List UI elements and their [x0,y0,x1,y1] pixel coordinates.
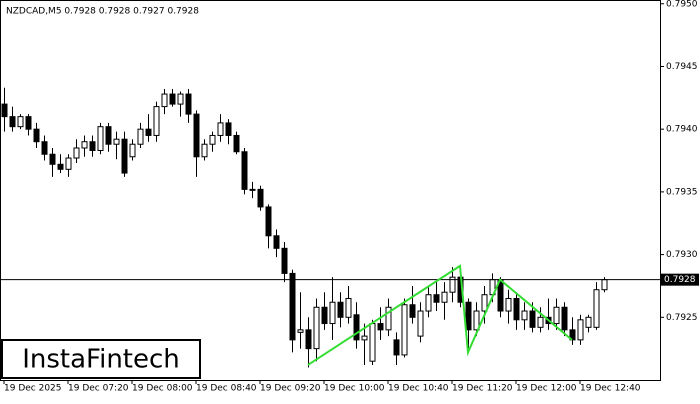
candle-body [561,306,568,331]
candle-body [289,272,296,341]
current-price-label: 0.7928 [664,275,696,285]
candle-body [417,310,424,337]
candle-body [377,323,384,331]
candle-body [201,143,208,158]
candle-body [89,141,96,151]
logo-box [1,339,201,379]
candle-body [273,235,280,249]
y-tick-label: 0.7930 [666,250,698,260]
candle-body [25,116,32,130]
candle-body [1,103,8,118]
marks [1,87,608,368]
y-tick-label: 0.7945 [666,62,698,72]
candle-body [369,323,376,362]
x-tick-label: 19 Dec 08:40 [196,384,257,394]
y-tick-label: 0.7935 [666,187,698,197]
candle-body [345,297,352,318]
candle-body [49,153,56,165]
y-tick-label: 0.7925 [666,313,698,323]
candle-body [473,310,480,331]
candle-body [425,294,432,312]
y-tick-label: 0.7950 [666,0,698,9]
x-tick-label: 19 Dec 12:40 [580,384,641,394]
candle-body [81,141,88,149]
candle-body [129,143,136,158]
candle-body [65,157,72,170]
candle-body [17,116,24,128]
candle-body [225,122,232,136]
candle-body [393,339,400,356]
candle-body [361,335,368,341]
candle-body [537,316,544,328]
candle-body [177,93,184,105]
current-price-box [661,273,699,286]
candle-body [337,301,344,318]
candle-body [297,329,304,333]
candle-body [233,134,240,153]
candle-body [385,306,392,331]
candle-body [57,163,64,170]
candle-body [193,113,200,158]
candle-body [601,279,608,291]
candle-body [113,138,120,145]
logo: InstaFintech [22,345,180,375]
candle-body [481,294,488,312]
candle-body [281,247,288,274]
candle-body [73,147,80,159]
candle-body [401,304,408,356]
x-tick-label: 19 Dec 08:00 [132,384,193,394]
candle-body [433,294,440,303]
candle-body [521,310,528,321]
candle-body [529,310,536,328]
candle-body [249,188,256,191]
candle-body [329,301,336,325]
candle-body [257,188,264,208]
x-tick-label: 19 Dec 11:20 [452,384,513,394]
candle-body [513,297,520,321]
candle-body [145,128,152,136]
x-tick-label: 19 Dec 07:20 [68,384,129,394]
y-tick-label: 0.7940 [666,125,698,135]
candle-body [105,126,112,145]
candle-body [465,301,472,331]
candle-body [321,306,328,325]
candle-body [185,93,192,115]
candle-body [409,304,416,318]
x-tick-label: 19 Dec 12:00 [516,384,577,394]
candle-body [585,316,592,328]
candle-body [121,138,128,174]
candle-body [265,206,272,237]
candle-body [569,329,576,341]
candle-body [449,276,456,293]
candle-body [577,319,584,341]
candle-body [137,128,144,145]
candle-body [593,289,600,328]
candle-body [33,128,40,143]
candle-body [97,126,104,151]
x-tick-label: 19 Dec 10:00 [324,384,385,394]
candle-body [305,329,312,350]
candle-body [441,291,448,303]
candle-body [153,106,160,136]
x-tick-label: 19 Dec 2025 [4,384,62,394]
candle-body [313,306,320,350]
x-tick-label: 19 Dec 09:20 [260,384,321,394]
x-tick-label: 19 Dec 10:40 [388,384,449,394]
candle-body [41,141,48,155]
candle-body [9,116,16,128]
candle-body [241,151,248,190]
candle-body [505,297,512,312]
candle-body [161,93,168,108]
candle-body [353,314,360,341]
candle-body [217,122,224,136]
candle-body [209,134,216,145]
candle-body [553,306,560,325]
chart-title: NZDCAD,M5 0.7928 0.7928 0.7927 0.7928 [6,7,199,17]
candle-body [169,93,176,105]
pattern-line [307,264,573,366]
